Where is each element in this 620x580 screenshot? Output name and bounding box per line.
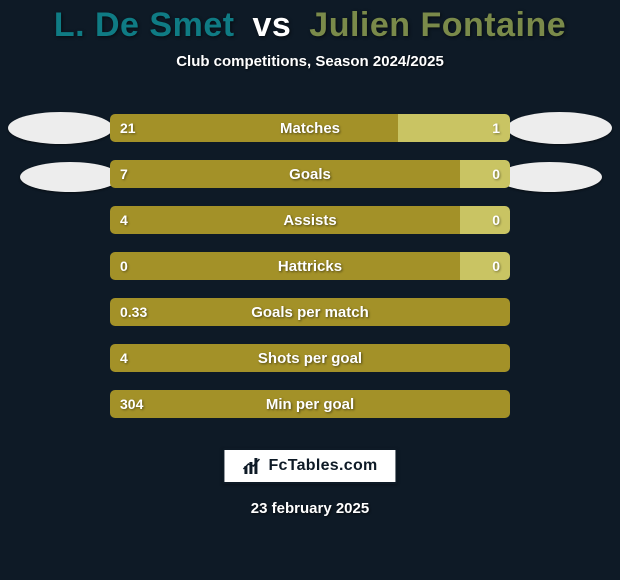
stat-bar-left: 21 — [110, 114, 398, 142]
stat-row: 0.33Goals per match — [110, 298, 510, 326]
stat-value-left: 7 — [110, 166, 138, 182]
decor-ellipse-left-2 — [20, 162, 120, 192]
stat-value-left: 0.33 — [110, 304, 157, 320]
stat-row: 211Matches — [110, 114, 510, 142]
stat-value-left: 21 — [110, 120, 146, 136]
stat-bar-right: 0 — [460, 206, 510, 234]
date-label: 23 february 2025 — [251, 500, 369, 517]
stat-row: 4Shots per goal — [110, 344, 510, 372]
stat-bar-left: 7 — [110, 160, 460, 188]
chart-stage: 211Matches70Goals40Assists00Hattricks0.3… — [0, 92, 620, 580]
subtitle: Club competitions, Season 2024/2025 — [176, 53, 444, 70]
stat-row: 00Hattricks — [110, 252, 510, 280]
stat-bar-right: 1 — [398, 114, 510, 142]
stat-bar-left: 4 — [110, 344, 510, 372]
stat-value-right: 0 — [482, 212, 510, 228]
stat-row: 40Assists — [110, 206, 510, 234]
stat-value-right: 0 — [482, 166, 510, 182]
stat-value-right: 1 — [482, 120, 510, 136]
stat-value-left: 4 — [110, 350, 138, 366]
stat-bar-left: 304 — [110, 390, 510, 418]
stat-value-left: 4 — [110, 212, 138, 228]
decor-ellipse-right-2 — [497, 162, 602, 192]
stat-bar-right: 0 — [460, 252, 510, 280]
infographic-root: L. De Smet vs Julien Fontaine Club compe… — [0, 0, 620, 580]
stat-bar-left: 4 — [110, 206, 460, 234]
stat-value-left: 304 — [110, 396, 153, 412]
decor-ellipse-left-1 — [8, 112, 113, 144]
stat-row: 70Goals — [110, 160, 510, 188]
bars-icon — [242, 456, 262, 476]
brand-badge: FcTables.com — [222, 448, 397, 484]
player1-name: L. De Smet — [54, 6, 235, 44]
stat-bar-left: 0.33 — [110, 298, 510, 326]
stat-bar-left: 0 — [110, 252, 460, 280]
decor-ellipse-right-1 — [507, 112, 612, 144]
player2-name: Julien Fontaine — [309, 6, 566, 44]
stat-row: 304Min per goal — [110, 390, 510, 418]
stat-value-right: 0 — [482, 258, 510, 274]
page-title: L. De Smet vs Julien Fontaine — [54, 6, 566, 45]
stat-bar-right: 0 — [460, 160, 510, 188]
comparison-rows: 211Matches70Goals40Assists00Hattricks0.3… — [110, 114, 510, 418]
stat-value-left: 0 — [110, 258, 138, 274]
brand-label: FcTables.com — [268, 457, 377, 475]
vs-separator: vs — [253, 6, 292, 44]
